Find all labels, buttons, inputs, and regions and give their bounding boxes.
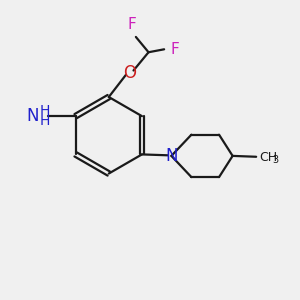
- Text: F: F: [128, 16, 137, 32]
- Text: H: H: [40, 104, 50, 118]
- Text: N: N: [26, 107, 39, 125]
- Text: N: N: [165, 147, 178, 165]
- Text: 3: 3: [272, 155, 278, 165]
- Text: H: H: [40, 114, 50, 128]
- Text: F: F: [170, 42, 179, 57]
- Text: O: O: [123, 64, 136, 82]
- Text: CH: CH: [259, 151, 277, 164]
